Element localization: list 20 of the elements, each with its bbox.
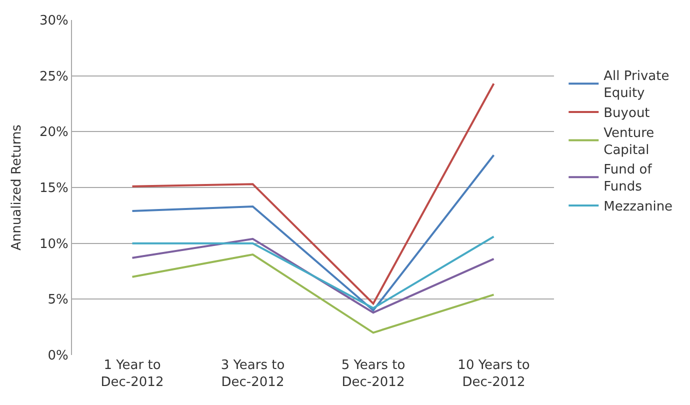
- x-tick-label: 10 Years to Dec-2012: [458, 358, 530, 390]
- line-series: [131, 254, 495, 334]
- legend-label: Mezzanine: [604, 200, 673, 215]
- x-tick-label: 5 Years to Dec-2012: [341, 358, 406, 390]
- legend-label: All Private Equity: [604, 69, 670, 102]
- line-series: [131, 82, 495, 305]
- line-series: [131, 154, 495, 312]
- y-tick-label: 5%: [48, 292, 68, 308]
- x-tick-label: 1 Year to Dec-2012: [100, 358, 164, 390]
- legend-label: Venture Capital: [604, 126, 654, 158]
- y-tick-label: 30%: [39, 14, 68, 29]
- y-tick-label: 0%: [48, 348, 68, 364]
- legend-label: Fund of Funds: [604, 162, 652, 195]
- y-tick-label: 15%: [39, 181, 68, 196]
- x-tick-label: 3 Years to Dec-2012: [220, 358, 285, 390]
- y-tick-label: 20%: [39, 125, 68, 140]
- y-axis-title: Annualized Returns: [9, 124, 24, 250]
- y-tick-label: 10%: [39, 236, 68, 252]
- y-tick-label: 25%: [39, 69, 68, 84]
- legend-label: Buyout: [604, 106, 650, 122]
